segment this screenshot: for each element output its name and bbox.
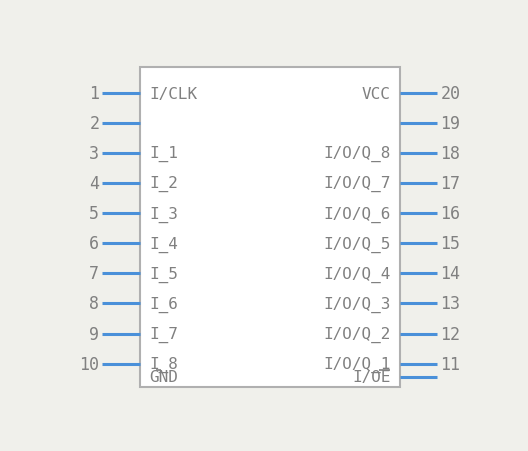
Text: I/O/Q_4: I/O/Q_4 <box>323 266 391 282</box>
Text: I_1: I_1 <box>149 146 178 162</box>
Text: I/CLK: I/CLK <box>149 87 197 101</box>
Text: 14: 14 <box>440 265 460 283</box>
Text: 17: 17 <box>440 175 460 193</box>
Text: 18: 18 <box>440 145 460 163</box>
Text: 1: 1 <box>89 85 99 103</box>
Text: I/O/Q_5: I/O/Q_5 <box>323 236 391 252</box>
Text: 2: 2 <box>89 115 99 133</box>
Text: I_6: I_6 <box>149 296 178 312</box>
Text: I/OE: I/OE <box>352 369 391 384</box>
Text: I_8: I_8 <box>149 356 178 372</box>
Text: 19: 19 <box>440 115 460 133</box>
Text: 3: 3 <box>89 145 99 163</box>
Text: 15: 15 <box>440 235 460 253</box>
Text: 16: 16 <box>440 205 460 223</box>
Text: 10: 10 <box>79 355 99 373</box>
Text: I/O/Q_1: I/O/Q_1 <box>323 356 391 372</box>
Text: I_5: I_5 <box>149 266 178 282</box>
Text: GND: GND <box>149 369 178 384</box>
Text: 12: 12 <box>440 325 460 343</box>
Text: 13: 13 <box>440 295 460 313</box>
Text: I/O/Q_6: I/O/Q_6 <box>323 206 391 222</box>
Text: 4: 4 <box>89 175 99 193</box>
Text: VCC: VCC <box>362 87 391 101</box>
Text: 5: 5 <box>89 205 99 223</box>
Bar <box>139 68 400 387</box>
Text: 6: 6 <box>89 235 99 253</box>
Text: I/O/Q_8: I/O/Q_8 <box>323 146 391 162</box>
Text: 9: 9 <box>89 325 99 343</box>
Text: I/O/Q_7: I/O/Q_7 <box>323 176 391 192</box>
Text: I_7: I_7 <box>149 326 178 342</box>
Text: I_4: I_4 <box>149 236 178 252</box>
Text: 20: 20 <box>440 85 460 103</box>
Text: I_3: I_3 <box>149 206 178 222</box>
Text: 11: 11 <box>440 355 460 373</box>
Text: 7: 7 <box>89 265 99 283</box>
Text: I/O/Q_2: I/O/Q_2 <box>323 326 391 342</box>
Text: I_2: I_2 <box>149 176 178 192</box>
Text: I/O/Q_3: I/O/Q_3 <box>323 296 391 312</box>
Text: 8: 8 <box>89 295 99 313</box>
